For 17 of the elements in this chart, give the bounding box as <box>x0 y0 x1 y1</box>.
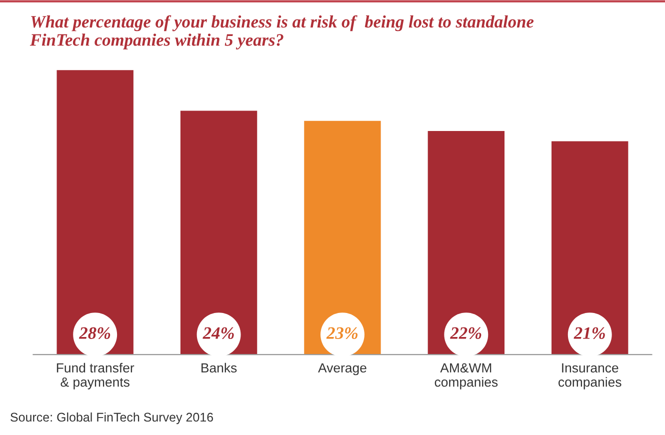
data-label: 23% <box>326 327 358 340</box>
bar <box>180 110 258 355</box>
x-tick-label: AM&WM companies <box>434 363 498 390</box>
x-tick-label: Fund transfer & payments <box>56 362 134 390</box>
data-label: 28% <box>78 327 110 340</box>
x-tick-label: Insurance companies <box>558 363 622 390</box>
x-tick-label: Average <box>318 363 366 376</box>
x-tick-label: Banks <box>202 362 237 373</box>
bar <box>552 141 628 355</box>
source-note: Source: Global FinTech Survey 2016 <box>10 412 214 424</box>
data-label: 24% <box>202 327 234 340</box>
chart-title: What percentage of your business is at risk of being lost to standalone FinTech companies within 5 years? <box>30 15 534 50</box>
bar <box>56 70 134 355</box>
bar <box>304 120 381 355</box>
data-label: 21% <box>574 327 605 340</box>
bar <box>428 131 505 355</box>
data-label: 22% <box>450 327 482 340</box>
